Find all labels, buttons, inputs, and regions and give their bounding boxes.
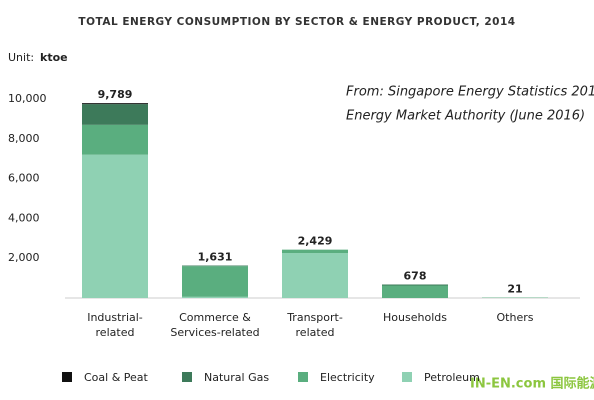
legend-label: Electricity: [320, 371, 375, 384]
annotation: From: Singapore Energy Statistics 2016: [346, 85, 594, 100]
x-tick-line: related: [296, 326, 335, 339]
x-tick-line: Transport-: [286, 311, 343, 324]
bar-segment: [82, 104, 148, 125]
bar-segment: [382, 284, 448, 286]
legend-label: Petroleum: [424, 371, 480, 384]
x-tick-line: Services-related: [170, 326, 259, 339]
x-tick-line: Industrial-: [87, 311, 143, 324]
total-label: 678: [404, 270, 427, 283]
legend-swatch: [62, 372, 72, 382]
legend-swatch: [182, 372, 192, 382]
legend-label: Coal & Peat: [84, 371, 149, 384]
y-tick-label: 6,000: [8, 172, 40, 185]
bar-segment: [382, 285, 448, 298]
legend-label: Natural Gas: [204, 371, 269, 384]
watermark: IN-EN.com 国际能源网: [470, 376, 594, 392]
annotation: Energy Market Authority (June 2016): [346, 109, 585, 124]
x-tick-line: related: [96, 326, 135, 339]
legend-swatch: [402, 372, 412, 382]
y-tick-label: 10,000: [8, 92, 47, 105]
y-tick-label: 2,000: [8, 251, 40, 264]
x-tick-label: Transport-related: [286, 311, 343, 339]
bar-segment: [82, 103, 148, 105]
unit-label: Unit:: [8, 51, 34, 64]
bar-segment: [82, 124, 148, 155]
y-tick-label: 4,000: [8, 211, 40, 224]
legend-swatch: [298, 372, 308, 382]
total-label: 9,789: [98, 88, 133, 101]
x-tick-line: Others: [497, 311, 534, 324]
y-tick-label: 8,000: [8, 132, 40, 145]
total-label: 21: [507, 283, 522, 296]
chart-title: TOTAL ENERGY CONSUMPTION BY SECTOR & ENE…: [78, 16, 515, 28]
total-label: 2,429: [298, 235, 333, 248]
unit: ktoe: [40, 51, 68, 64]
x-tick-label: Households: [383, 311, 447, 324]
bar-segment: [182, 266, 248, 297]
bar-segment: [182, 296, 248, 298]
total-label: 1,631: [198, 251, 233, 264]
x-tick-line: Commerce &: [179, 311, 251, 324]
x-tick-label: Commerce & Services-related: [170, 311, 259, 339]
x-tick-label: Industrial-related: [87, 311, 143, 339]
bar-segment: [282, 253, 348, 298]
x-tick-label: Others: [497, 311, 534, 324]
bar-segment: [282, 249, 348, 254]
x-tick-line: Households: [383, 311, 447, 324]
bar-segment: [182, 265, 248, 267]
bar-segment: [82, 154, 148, 298]
